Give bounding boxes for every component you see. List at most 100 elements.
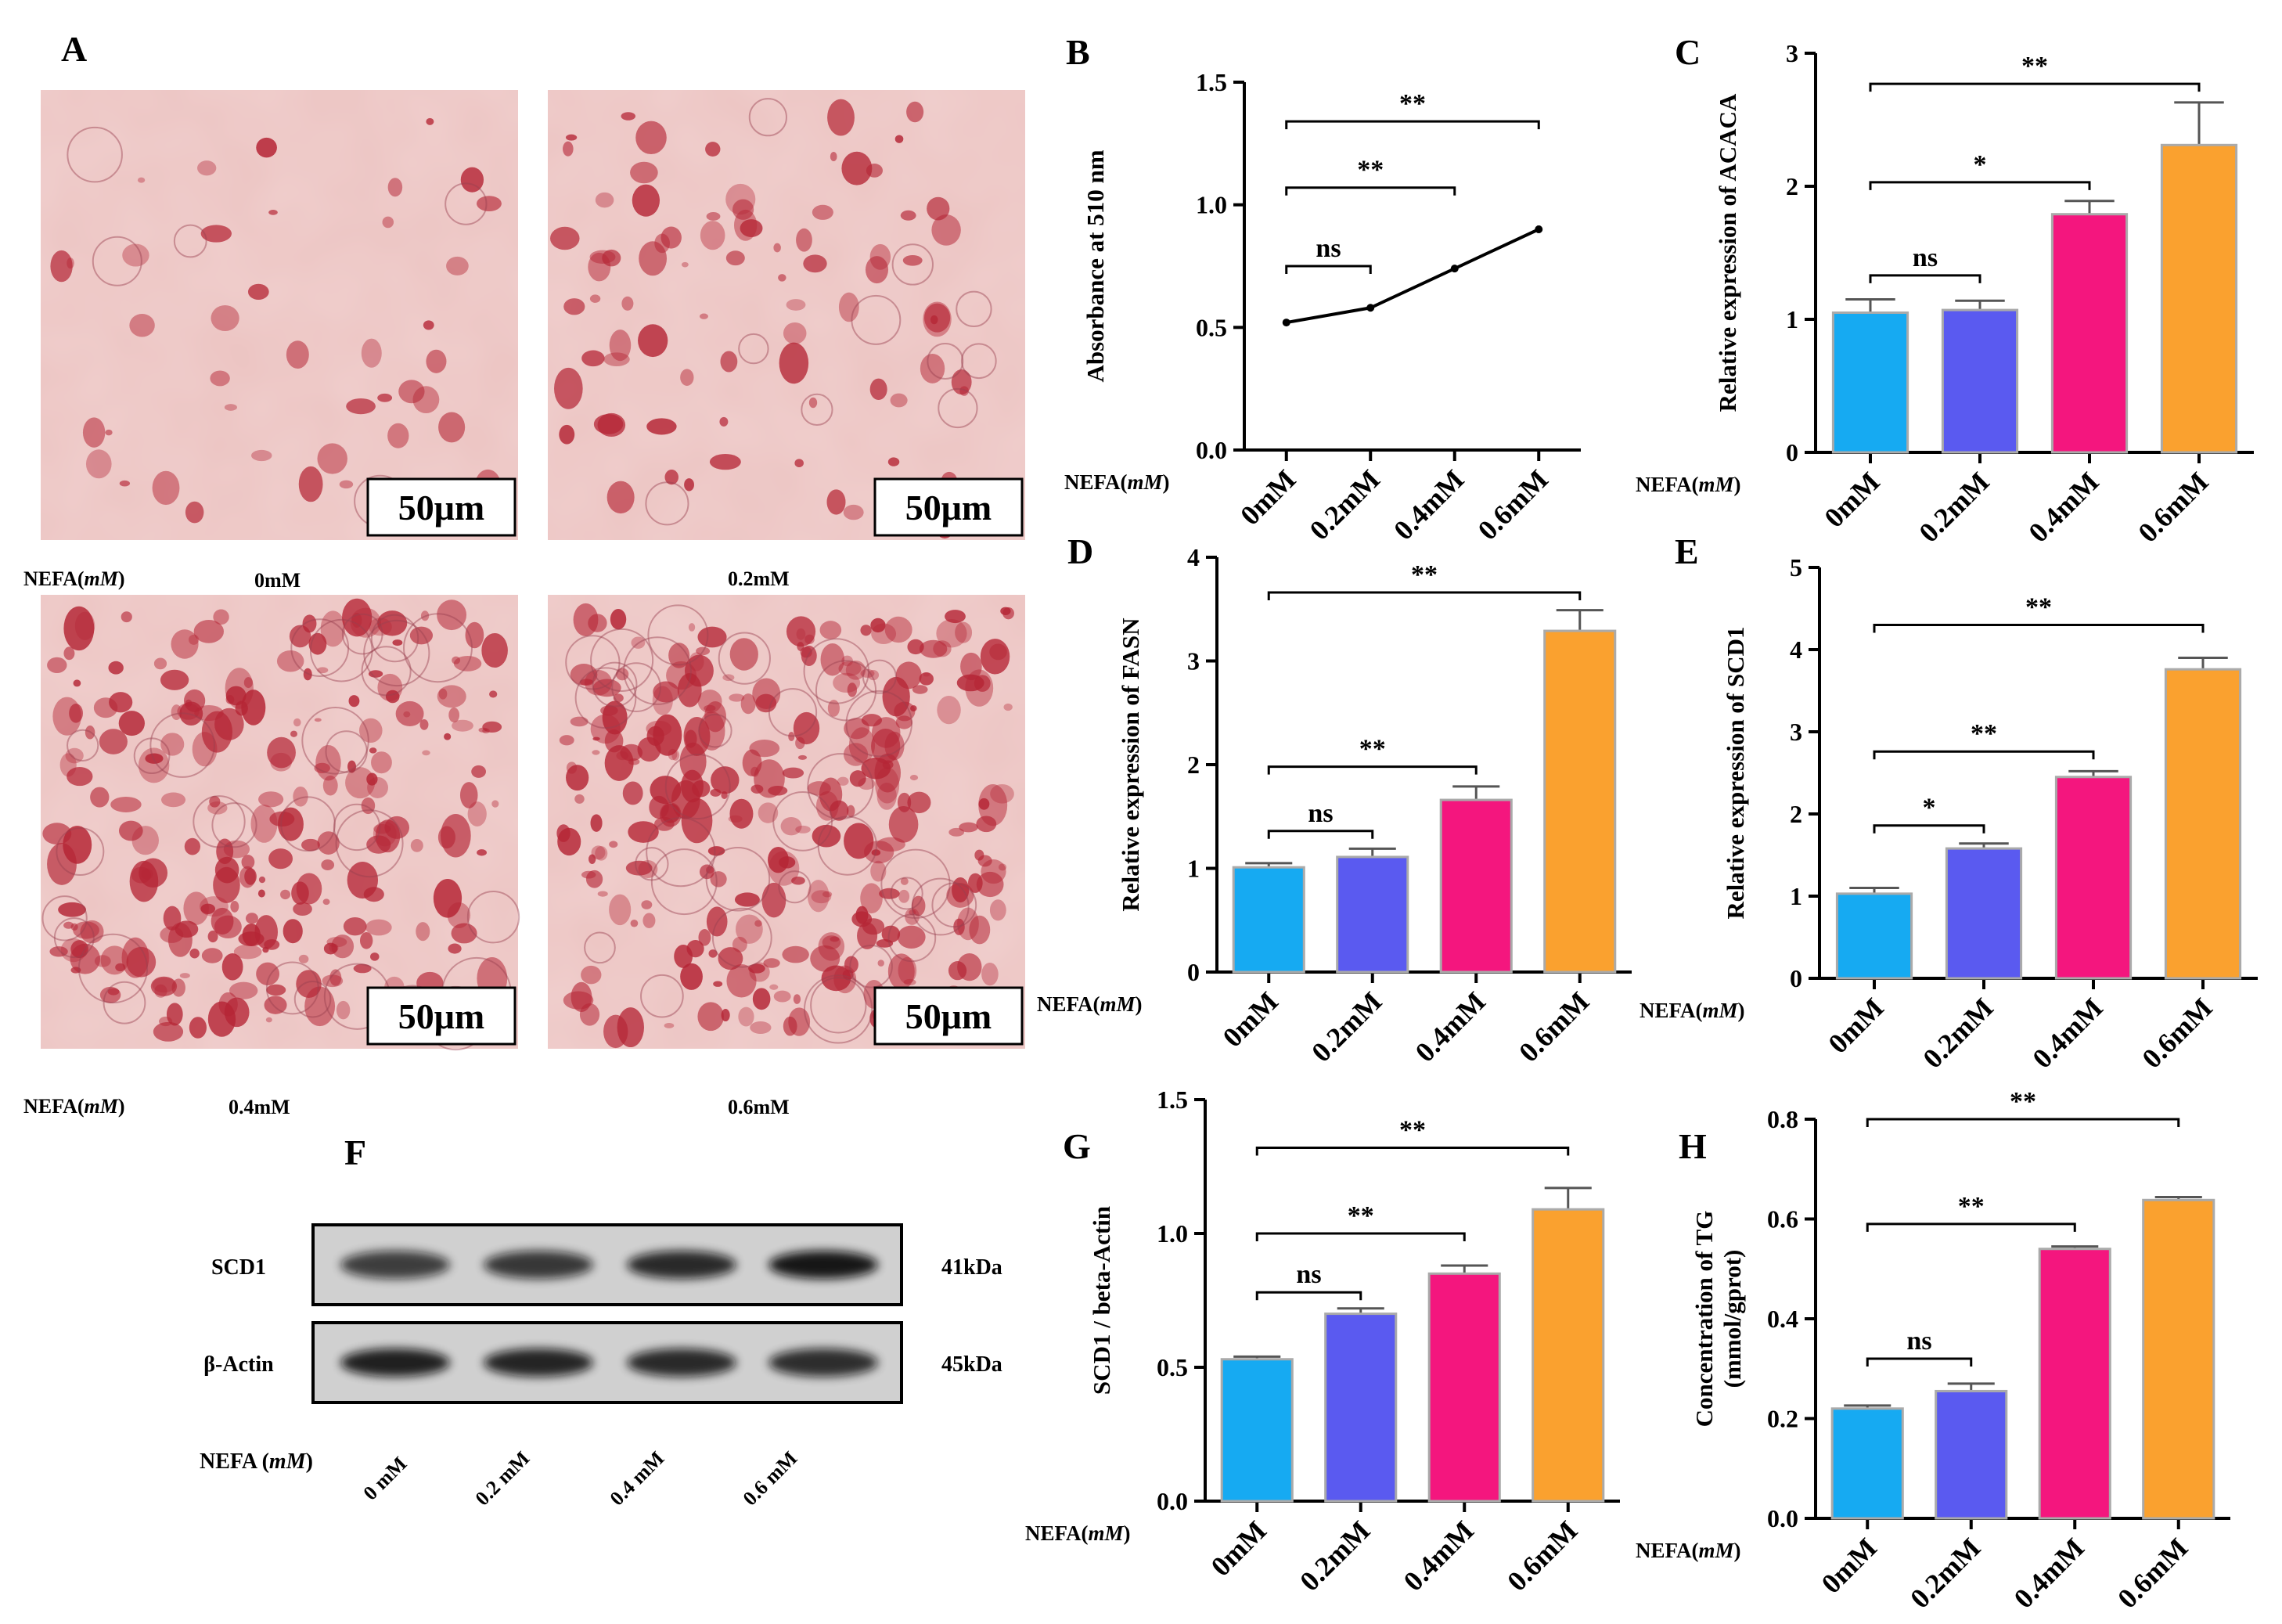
lipid-droplet	[610, 608, 627, 630]
panel-label-f: F	[344, 1132, 366, 1172]
lipid-droplet	[52, 697, 81, 736]
lipid-droplet	[566, 765, 589, 791]
lipid-droplet	[763, 958, 780, 968]
lipid-droplet	[595, 846, 608, 861]
lipid-droplet	[264, 996, 287, 1014]
cell-outline	[664, 754, 731, 820]
lipid-droplet	[375, 819, 401, 853]
lipid-droplet	[588, 252, 611, 282]
lipid-droplet	[286, 340, 309, 369]
lipid-droplet	[121, 611, 132, 623]
lipid-droplet	[740, 219, 763, 238]
lipid-droplet	[229, 981, 258, 999]
y-axis-label: Absorbance at 510 nm	[1082, 149, 1109, 382]
lipid-droplet	[700, 221, 725, 250]
lipid-droplet	[326, 937, 347, 948]
cell-outline	[891, 243, 934, 286]
lipid-droplet	[697, 690, 722, 714]
lipid-droplet	[438, 688, 448, 700]
lipid-droplet	[778, 274, 786, 282]
lipid-droplet	[241, 690, 266, 726]
lipid-droplet	[876, 837, 905, 852]
lipid-droplet	[377, 610, 408, 636]
lipid-droplet	[748, 963, 765, 974]
lipid-droplet	[110, 796, 142, 812]
lipid-droplet	[793, 994, 801, 1004]
lipid-droplet	[452, 656, 461, 664]
lipid-droplet	[998, 863, 1007, 871]
lipid-droplet	[919, 639, 948, 658]
lipid-droplet	[803, 254, 827, 273]
lipid-droplet	[895, 661, 922, 690]
lipid-droplet	[788, 732, 795, 741]
lipid-droplet	[603, 1014, 628, 1049]
lipid-droplet	[924, 303, 951, 333]
lipid-droplet	[827, 99, 855, 136]
lipid-droplet	[301, 838, 320, 852]
cell-outline	[77, 933, 149, 1004]
lipid-droplet	[347, 760, 356, 773]
lipid-droplet	[646, 418, 677, 435]
lipid-droplet	[870, 618, 886, 633]
lipid-droplet	[710, 871, 727, 888]
cell-outline	[845, 690, 912, 758]
lipid-droplet	[563, 298, 585, 315]
lipid-droplet	[788, 1007, 811, 1036]
lipid-droplet	[387, 178, 403, 197]
lipid-droplet	[317, 831, 340, 855]
significance-bracket	[1866, 1118, 2180, 1127]
significance-label: ns	[1913, 243, 1938, 272]
cell-outline	[698, 713, 732, 748]
lipid-droplet	[250, 805, 278, 843]
cell-outline	[851, 294, 902, 345]
chart-b-absorbance: B 0.0 0.5 1.0 1.5 Absorbance at 510 nm 0mM 0.2m…	[1064, 32, 1581, 546]
lipid-droplet	[732, 936, 747, 952]
lipid-droplet	[953, 918, 965, 935]
lipid-droplet	[266, 984, 286, 996]
lipid-droplet	[554, 367, 583, 409]
lipid-droplet	[808, 397, 818, 409]
lipid-droplet	[367, 776, 388, 798]
lipid-droplet	[420, 610, 430, 621]
blot-band	[627, 1251, 736, 1279]
lipid-droplet	[241, 855, 255, 870]
lipid-droplet	[948, 827, 965, 837]
lipid-droplet	[584, 669, 613, 696]
lipid-droplet	[606, 481, 635, 514]
bar	[1232, 866, 1305, 974]
cell-outline	[738, 333, 769, 365]
lipid-droplet	[989, 899, 1006, 921]
lipid-droplet	[160, 792, 186, 808]
significance-bracket	[1869, 274, 1981, 283]
lipid-droplet	[153, 1021, 184, 1042]
panel-label: E	[1675, 531, 1699, 571]
significance-label: **	[1958, 1192, 1985, 1221]
lipid-droplet	[189, 949, 200, 959]
lipid-droplet	[251, 449, 272, 462]
lipid-droplet	[680, 963, 703, 990]
y-tick-label: 0	[1187, 958, 1200, 986]
lipid-droplet	[804, 634, 815, 645]
cell-outline	[803, 638, 869, 704]
lipid-droplet	[978, 798, 990, 810]
lipid-droplet	[296, 970, 322, 999]
cell-outline	[705, 846, 771, 912]
x-tick-label: 0.2mM	[1305, 985, 1388, 1068]
cell-outline	[53, 917, 95, 959]
cell-outline	[565, 635, 621, 690]
lipid-droplet	[615, 668, 629, 681]
x-tick-label: 0.2mM	[1294, 1514, 1376, 1597]
lipid-droplet	[635, 121, 667, 155]
lipid-droplet	[184, 837, 201, 855]
lipid-droplet	[668, 643, 690, 668]
x-tick-label: 0.6mM	[2132, 466, 2214, 548]
blot-band	[768, 1251, 878, 1279]
lipid-droplet	[200, 903, 215, 914]
lipid-droplet	[898, 956, 917, 985]
y-tick-label: 0.6	[1767, 1205, 1798, 1233]
y-tick-label: 1.0	[1196, 191, 1227, 219]
cell-outline	[149, 712, 215, 778]
lipid-droplet	[782, 767, 804, 779]
lipid-droplet	[591, 845, 606, 860]
lipid-droplet	[600, 705, 618, 716]
